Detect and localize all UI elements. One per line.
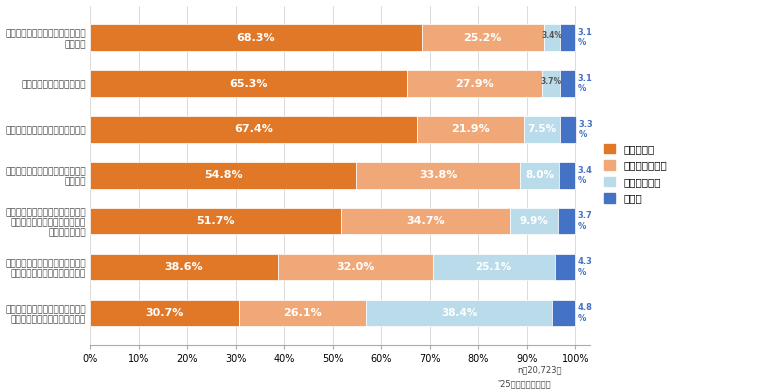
Bar [422, 24, 544, 51]
Bar [510, 208, 557, 234]
Bar [90, 162, 357, 189]
Bar [407, 70, 543, 97]
Text: 3.3
%: 3.3 % [578, 120, 593, 139]
Text: 68.3%: 68.3% [236, 33, 276, 43]
Text: 3.1
%: 3.1 % [578, 74, 593, 93]
Bar [417, 116, 524, 143]
Text: 3.7
%: 3.7 % [578, 211, 593, 231]
Bar [544, 24, 561, 51]
Bar [521, 162, 559, 189]
Text: 54.8%: 54.8% [204, 170, 243, 180]
Bar [554, 254, 575, 280]
Text: 38.6%: 38.6% [165, 262, 203, 272]
Bar [561, 70, 575, 97]
Bar [559, 162, 575, 189]
Text: 67.4%: 67.4% [234, 124, 273, 135]
Text: n＝20,723人: n＝20,723人 [517, 366, 562, 375]
Bar [543, 70, 561, 97]
Text: 34.7%: 34.7% [406, 216, 444, 226]
Text: 9.9%: 9.9% [519, 216, 548, 226]
Bar [239, 300, 366, 326]
Text: 26.1%: 26.1% [283, 308, 322, 318]
Bar [524, 116, 560, 143]
Text: 30.7%: 30.7% [146, 308, 184, 318]
Text: 7.5%: 7.5% [527, 124, 557, 135]
Bar [278, 254, 433, 280]
Bar [90, 300, 239, 326]
Bar [341, 208, 510, 234]
Text: 51.7%: 51.7% [196, 216, 235, 226]
Text: ‶25の方は答えを集計: ‶25の方は答えを集計 [498, 379, 551, 388]
Text: 3.4%: 3.4% [541, 31, 563, 40]
Bar [90, 208, 341, 234]
Text: 25.1%: 25.1% [476, 262, 512, 272]
Text: 4.8
%: 4.8 % [578, 303, 593, 323]
Text: 25.2%: 25.2% [464, 33, 502, 43]
Text: 4.3
%: 4.3 % [578, 257, 593, 277]
Text: 33.8%: 33.8% [419, 170, 457, 180]
Text: 32.0%: 32.0% [336, 262, 374, 272]
Bar [90, 70, 407, 97]
Bar [366, 300, 552, 326]
Bar [552, 300, 575, 326]
Bar [90, 24, 422, 51]
Text: 21.9%: 21.9% [451, 124, 490, 135]
Bar [560, 116, 576, 143]
Text: 3.4
%: 3.4 % [578, 166, 593, 185]
Bar [90, 116, 417, 143]
Bar [561, 24, 575, 51]
Text: 27.9%: 27.9% [455, 78, 494, 89]
Text: 38.4%: 38.4% [441, 308, 477, 318]
Legend: よくできた, まあまあできた, できなかった, その他: よくできた, まあまあできた, できなかった, その他 [601, 140, 671, 208]
Bar [433, 254, 554, 280]
Bar [557, 208, 575, 234]
Text: 8.0%: 8.0% [525, 170, 554, 180]
Text: 65.3%: 65.3% [229, 78, 268, 89]
Text: 3.1
%: 3.1 % [578, 28, 593, 47]
Text: 3.7%: 3.7% [541, 77, 562, 86]
Bar [90, 254, 278, 280]
Bar [357, 162, 521, 189]
